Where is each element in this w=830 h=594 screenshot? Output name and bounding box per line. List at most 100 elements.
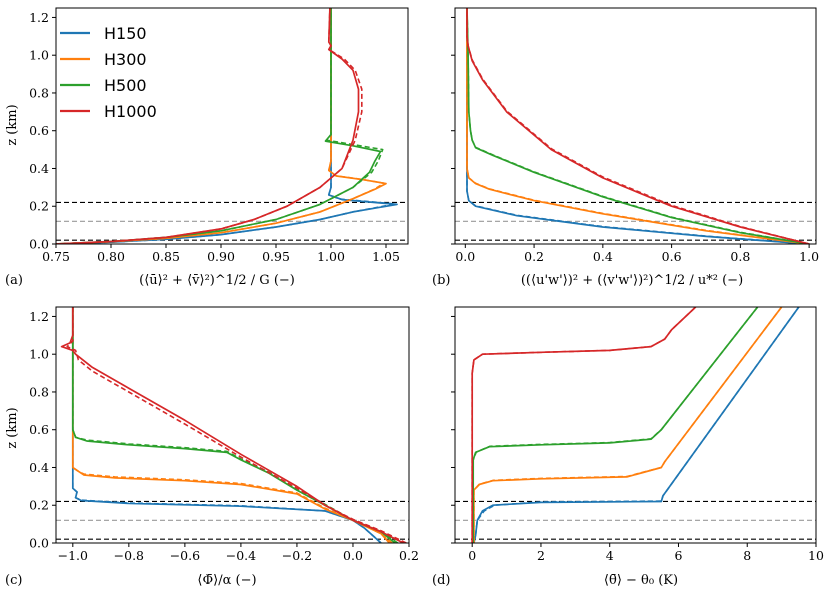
series-h300-c [71,307,391,543]
series-group-c [60,307,407,543]
ytick-label-a-2: 0.4 [29,161,49,176]
xtick-label-d-3: 6 [674,548,682,563]
series-h500-dashed-a [56,8,384,244]
series-h500-dashed-c [72,307,399,543]
xtick-label-a-1: 0.80 [97,249,125,264]
xtick-label-c-4: −0.2 [282,548,312,563]
xtick-label-a-6: 1.05 [372,249,400,264]
reference-lines-b [455,201,816,241]
series-h300-dashed-c [72,307,393,543]
ytick-label-a-3: 0.6 [29,123,49,138]
xlabel-b: ((⟨u'w'⟩)² + (⟨v'w'⟩)²)^1/2 / u*² (−) [521,273,743,288]
series-h500-a [56,8,382,244]
reference-lines-c [56,500,409,540]
legend-label-h1000: H1000 [104,102,157,121]
reference-lines-a [56,201,408,241]
ytick-label-c-2: 0.4 [29,460,49,475]
series-h500-d [472,307,759,543]
series-h150-a [56,8,398,244]
xtick-label-c-1: −0.8 [114,548,144,563]
ylabel-bottom: z (km) [5,407,20,448]
xtick-label-b-1: 0.2 [524,249,544,264]
ytick-label-c-0: 0.0 [29,536,49,551]
series-h150-dashed-b [466,8,810,244]
xlabel-d: ⟨θ̄⟩ − θ₀ (K) [604,573,678,588]
series-h300-d [473,307,783,543]
xtick-label-a-5: 1.00 [317,249,345,264]
series-h300-dashed-a [56,8,385,244]
series-h150-b [466,8,810,244]
xtick-label-a-0: 0.75 [42,249,70,264]
xtick-label-b-4: 0.8 [730,249,750,264]
series-h1000-dashed-d [471,307,697,543]
ylabel-top: z (km) [5,104,20,145]
ytick-label-c-5: 1.0 [29,347,49,362]
ytick-label-c-6: 1.2 [29,309,49,324]
axes-frame-d [454,306,817,544]
xtick-label-d-0: 0 [468,548,476,563]
series-h1000-d [471,307,697,543]
axes-frame-a [55,7,409,245]
axes-frame-b [454,7,817,245]
xtick-label-c-0: −1.0 [58,548,88,563]
ytick-label-c-1: 0.2 [29,498,49,513]
series-h300-dashed-d [473,307,783,543]
series-h150-dashed-a [56,8,396,244]
series-h1000-b [466,8,810,244]
series-h150-d [473,307,800,543]
series-h1000-dashed-b [466,8,810,244]
series-h300-b [466,8,810,244]
series-group-b [466,8,810,244]
series-h500-b [466,8,810,244]
xtick-label-c-3: −0.4 [226,548,256,563]
legend-label-h150: H150 [104,24,147,43]
series-h1000-c [60,307,404,543]
xtick-label-d-4: 8 [743,548,751,563]
legend: H150 H300 H500 H1000 [60,24,157,121]
panel-label-b: (b) [432,273,450,288]
xtick-label-a-3: 0.90 [207,249,235,264]
series-h1000-dashed-c [66,307,407,543]
xtick-label-b-5: 1.0 [799,249,819,264]
xtick-label-b-3: 0.6 [662,249,682,264]
xtick-label-b-0: 0.0 [455,249,475,264]
series-h300-dashed-b [466,8,810,244]
xtick-label-a-2: 0.85 [152,249,180,264]
series-h150-c [71,307,382,543]
xlabel-c: ⟨Φ̄⟩/α (−) [197,573,256,588]
xtick-label-a-4: 0.95 [262,249,290,264]
series-h1000-a [56,8,360,244]
ytick-label-a-0: 0.0 [29,237,49,252]
panel-b: 0.0 0.2 0.4 0.6 0.8 1.0 [451,7,819,264]
series-h500-c [71,307,396,543]
series-h500-dashed-b [466,8,810,244]
panel-label-d: (d) [432,573,450,588]
xtick-label-d-1: 2 [537,548,545,563]
series-h150-dashed-c [72,307,382,543]
ytick-label-a-1: 0.2 [29,199,49,214]
series-h300-a [56,8,387,244]
legend-label-h500: H500 [104,76,147,95]
panel-label-c: (c) [5,573,22,588]
xlabel-a: (⟨ū⟩² + ⟨v̄⟩²)^1/2 / G (−) [139,273,295,288]
series-h1000-dashed-a [56,8,363,244]
xtick-label-c-2: −0.6 [170,548,200,563]
panel-c: −1.0 −0.8 −0.6 −0.4 −0.2 0.0 0.2 0.0 0.2 0.4 0.6 0.… [29,306,419,563]
ytick-label-a-6: 1.2 [29,10,49,25]
series-group-a [56,8,398,244]
panel-d: 0 2 4 6 8 10 [451,306,824,563]
series-h150-dashed-d [473,307,800,543]
xtick-label-c-6: 0.2 [399,548,419,563]
reference-lines-d [455,500,816,540]
xtick-label-d-5: 10 [808,548,824,563]
legend-label-h300: H300 [104,50,147,69]
panel-label-a: (a) [5,273,23,288]
xtick-label-d-2: 4 [606,548,614,563]
ytick-label-a-5: 1.0 [29,48,49,63]
xtick-label-b-2: 0.4 [593,249,613,264]
series-group-d [471,307,800,543]
ytick-label-c-4: 0.8 [29,384,49,399]
ytick-label-c-3: 0.6 [29,422,49,437]
axes-frame-c [55,306,410,544]
